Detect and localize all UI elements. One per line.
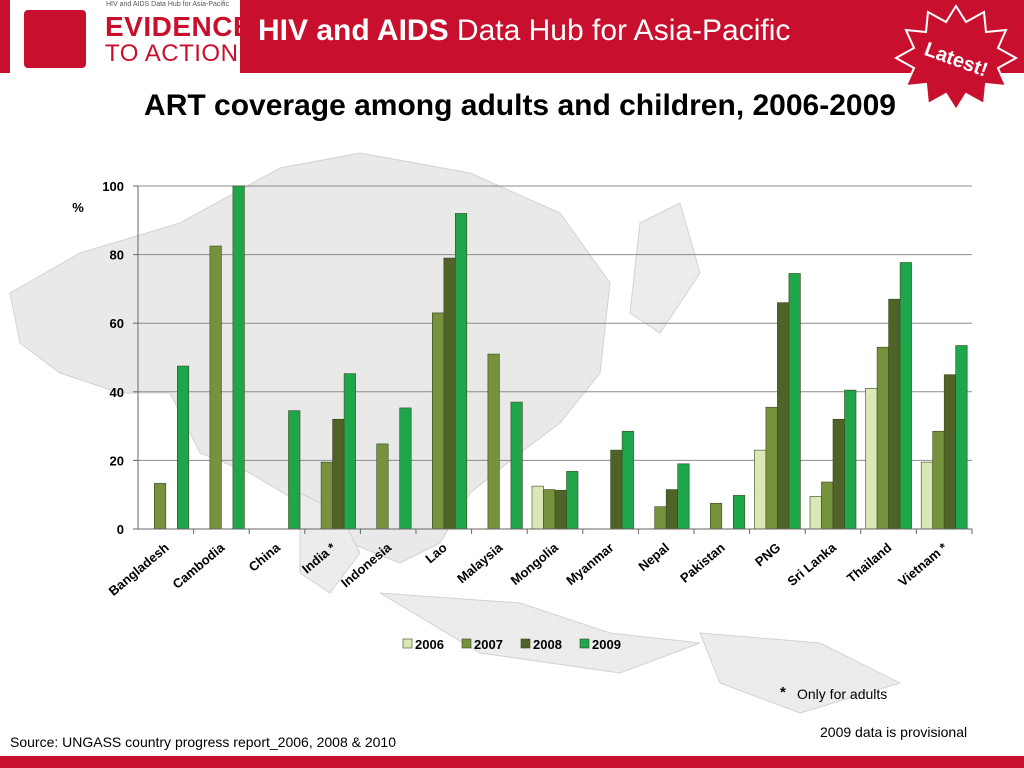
- bar: [677, 463, 690, 530]
- bar: [876, 346, 889, 530]
- bar: [431, 312, 445, 530]
- y-tick-label: 0: [117, 522, 124, 537]
- bar: [487, 353, 500, 530]
- bar: [777, 302, 790, 530]
- header-title-rest: Data Hub for Asia-Pacific: [456, 14, 791, 47]
- x-tick-label: Indonesia: [338, 539, 395, 590]
- legend-swatch: [520, 638, 531, 649]
- bar: [788, 273, 801, 530]
- x-tick-label: Nepal: [635, 540, 672, 574]
- x-tick-label: Thailand: [844, 540, 895, 586]
- x-tick-label: Myanmar: [563, 540, 616, 588]
- chart-title: ART coverage among adults and children, …: [144, 89, 896, 122]
- bar: [888, 298, 901, 530]
- bar: [510, 401, 523, 530]
- y-tick-label: 100: [102, 179, 124, 194]
- x-tick-label: Sri Lanka: [784, 539, 839, 589]
- legend-label: 2006: [415, 637, 444, 652]
- logo-line2: TO ACTION: [105, 40, 239, 67]
- map-japan: [629, 202, 701, 334]
- bar: [154, 483, 167, 530]
- bar: [554, 489, 567, 530]
- latest-badge[interactable]: Latest!: [892, 4, 1020, 114]
- bar: [177, 365, 190, 530]
- x-tick-label: Malaysia: [454, 539, 506, 586]
- bar: [899, 262, 912, 530]
- map-new-guinea: [699, 632, 902, 714]
- y-tick-label: 80: [110, 248, 124, 263]
- bar: [531, 485, 544, 530]
- legend-label: 2009: [592, 637, 621, 652]
- bar: [754, 449, 767, 530]
- bar: [332, 418, 345, 530]
- logo-subtitle: HIV and AIDS Data Hub for Asia-Pacific: [106, 1, 229, 8]
- bar: [454, 213, 468, 530]
- bar: [288, 410, 301, 530]
- bar: [320, 461, 333, 530]
- bar: [920, 461, 934, 530]
- source-note: Source: UNGASS country progress report_2…: [10, 734, 396, 750]
- bar: [865, 388, 878, 530]
- bar: [399, 407, 412, 530]
- header-title-bold: HIV and AIDS: [258, 14, 449, 47]
- bar: [343, 373, 356, 530]
- un-emblem-icon: [24, 10, 86, 68]
- bar: [232, 185, 245, 530]
- bar: [955, 345, 968, 530]
- bottom-bar: [0, 756, 1024, 768]
- evidence-to-action-logo: HIV and AIDS Data Hub for Asia-Pacific E…: [10, 0, 252, 73]
- bar: [765, 406, 778, 530]
- footnote-adults-only: Only for adults: [797, 686, 888, 702]
- bar: [832, 418, 845, 530]
- legend-label: 2007: [474, 637, 503, 652]
- y-tick-label: 60: [110, 316, 124, 331]
- x-tick-label: Pakistan: [677, 540, 728, 586]
- bar: [566, 471, 579, 530]
- header-title: HIV and AIDS Data Hub for Asia-Pacific: [258, 14, 790, 48]
- legend-label: 2008: [533, 637, 562, 652]
- bar: [665, 489, 679, 530]
- y-tick-label: 20: [110, 453, 124, 468]
- bar: [932, 430, 945, 530]
- legend-swatch: [579, 638, 590, 649]
- bar: [543, 489, 556, 530]
- logo-line1: EVIDENCE: [105, 11, 253, 42]
- bar: [809, 496, 822, 530]
- y-axis-label: %: [72, 200, 84, 215]
- y-tick-label: 40: [110, 385, 124, 400]
- x-tick-label: India *: [299, 539, 339, 576]
- x-tick-label: Mongolia: [508, 539, 562, 588]
- bar: [209, 245, 222, 530]
- bar: [943, 374, 957, 530]
- bar: [821, 481, 834, 530]
- bar: [732, 495, 746, 530]
- legend-swatch: [402, 638, 413, 649]
- bar: [844, 389, 857, 530]
- bar: [709, 502, 723, 530]
- x-tick-label: Cambodia: [170, 539, 228, 591]
- provisional-note: 2009 data is provisional: [820, 724, 968, 740]
- bar: [654, 506, 667, 530]
- legend-swatch: [461, 638, 472, 649]
- header-bar: HIV and AIDS Data Hub for Asia-Pacific E…: [0, 0, 1024, 73]
- bar: [376, 443, 389, 530]
- bar: [621, 430, 634, 530]
- latest-badge-star-icon: [893, 4, 1019, 112]
- map-islands: [379, 592, 701, 674]
- x-tick-label: Lao: [422, 540, 449, 566]
- bar: [443, 257, 456, 530]
- x-tick-label: Vietnam *: [895, 539, 951, 589]
- x-tick-label: Bangladesh: [106, 540, 172, 599]
- footnote-star: *: [780, 684, 786, 701]
- x-tick-label: PNG: [752, 540, 783, 570]
- bar: [610, 449, 623, 530]
- x-tick-label: China: [246, 539, 284, 574]
